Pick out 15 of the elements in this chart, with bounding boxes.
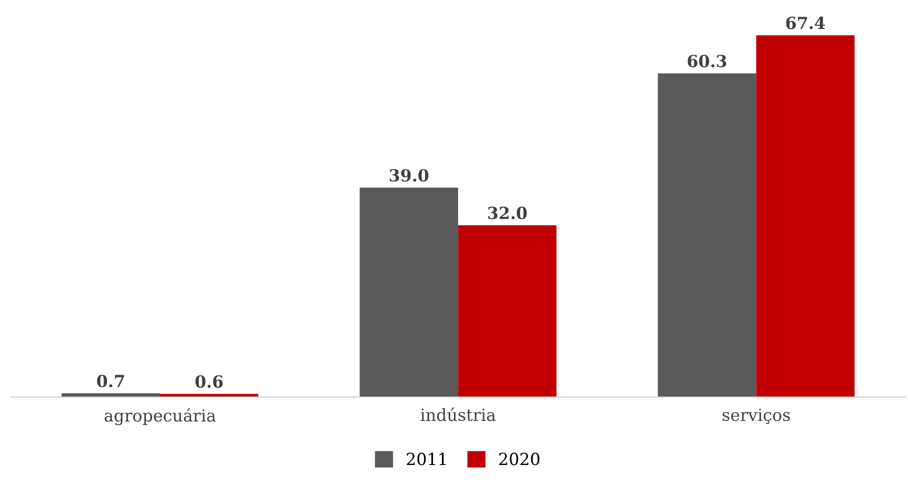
data-label: 0.7 <box>97 374 124 388</box>
bar <box>458 225 556 398</box>
data-label: 32.0 <box>488 206 527 220</box>
bar <box>658 73 756 398</box>
data-label: 60.3 <box>688 54 726 68</box>
x-tick-label: serviços <box>722 408 790 424</box>
data-label: 39.0 <box>390 169 428 182</box>
data-label: 67.4 <box>786 16 826 30</box>
bar <box>360 188 458 398</box>
x-tick-label: indústria <box>420 408 496 422</box>
legend-label: 2020 <box>499 452 540 466</box>
legend-label: 2011 <box>406 452 446 466</box>
x-tick-label: agropecuária <box>104 408 216 426</box>
bar <box>756 35 855 398</box>
data-label: 0.6 <box>195 375 223 388</box>
